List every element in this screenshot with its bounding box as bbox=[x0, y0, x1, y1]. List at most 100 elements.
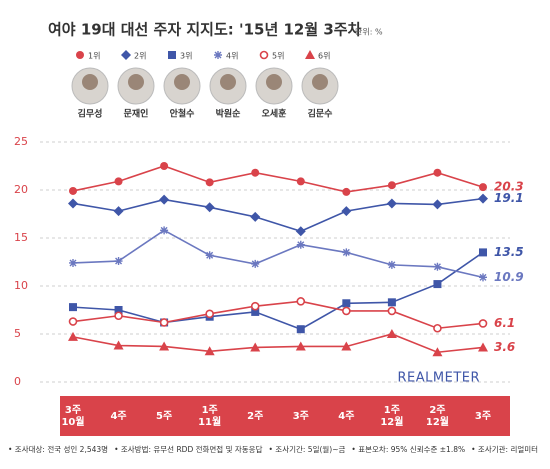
marker bbox=[433, 262, 442, 271]
legend-label: 5위 bbox=[272, 52, 284, 61]
marker bbox=[432, 199, 443, 210]
marker bbox=[214, 51, 222, 59]
legend-label: 6위 bbox=[318, 52, 330, 61]
x-tick-label: 2주 bbox=[247, 410, 263, 422]
marker bbox=[305, 50, 315, 59]
legend-label: 1위 bbox=[88, 52, 100, 61]
chart-title: 여야 19대 대선 주자 지지도: '15년 12월 3주차 bbox=[48, 21, 362, 39]
value-label: 13.5 bbox=[494, 245, 524, 259]
x-tick-label: 4주 bbox=[338, 410, 354, 422]
footnote: • 조사기간: 5일(월)~금 bbox=[268, 444, 345, 454]
marker bbox=[251, 307, 260, 316]
x-tick-label: 1주 11월 bbox=[198, 404, 221, 428]
value-label: 3.6 bbox=[494, 340, 515, 354]
candidate-name: 김무성 bbox=[78, 108, 103, 120]
series-line bbox=[72, 300, 484, 330]
x-axis-band bbox=[60, 396, 510, 436]
series bbox=[68, 297, 488, 333]
marker bbox=[159, 341, 170, 351]
series-line bbox=[72, 251, 484, 331]
y-tick-label: 5 bbox=[14, 327, 21, 340]
footnote: • 조사대상: 전국 성인 2,543명 bbox=[8, 444, 108, 454]
marker bbox=[295, 341, 306, 351]
marker bbox=[296, 240, 305, 249]
marker bbox=[432, 347, 443, 357]
marker bbox=[168, 51, 176, 59]
marker bbox=[69, 258, 77, 267]
x-tick-label: 5주 bbox=[156, 410, 172, 422]
marker bbox=[114, 257, 123, 266]
value-label: 6.1 bbox=[494, 316, 515, 330]
candidate-name: 박원순 bbox=[216, 108, 241, 120]
marker bbox=[250, 342, 261, 352]
candidate-name: 오세훈 bbox=[262, 108, 287, 120]
footnote: • 표본오차: 95% 신뢰수준 ±1.8% bbox=[351, 445, 465, 454]
candidate-name: 문재인 bbox=[124, 108, 149, 120]
marker bbox=[342, 248, 351, 257]
marker bbox=[204, 202, 215, 213]
marker bbox=[251, 259, 260, 268]
marker bbox=[68, 198, 78, 209]
marker bbox=[205, 178, 214, 187]
marker bbox=[159, 318, 169, 327]
marker bbox=[69, 186, 77, 195]
series bbox=[68, 329, 488, 357]
marker bbox=[205, 251, 214, 260]
marker bbox=[342, 299, 351, 308]
marker bbox=[160, 226, 169, 235]
marker bbox=[121, 50, 131, 60]
marker bbox=[342, 306, 351, 316]
marker bbox=[113, 206, 124, 217]
marker bbox=[251, 168, 260, 177]
marker bbox=[479, 183, 487, 192]
series bbox=[69, 226, 487, 282]
marker bbox=[160, 162, 169, 170]
marker bbox=[69, 303, 77, 312]
marker bbox=[386, 329, 397, 338]
series bbox=[69, 248, 487, 334]
x-tick-label: 3주 bbox=[475, 410, 491, 422]
marker bbox=[387, 181, 396, 190]
marker bbox=[250, 301, 260, 311]
series bbox=[69, 162, 487, 196]
candidate-name: 김문수 bbox=[308, 108, 333, 120]
marker bbox=[478, 193, 488, 204]
x-tick-label: 3주 10월 bbox=[61, 404, 84, 428]
x-tick-label: 4주 bbox=[110, 410, 126, 422]
marker bbox=[205, 309, 214, 319]
marker bbox=[433, 280, 442, 289]
x-tick-label: 2주 12월 bbox=[426, 404, 449, 428]
marker bbox=[296, 297, 306, 306]
marker bbox=[296, 325, 305, 334]
legend-label: 4위 bbox=[226, 52, 238, 61]
marker bbox=[479, 273, 487, 282]
marker bbox=[479, 248, 487, 257]
candidate-photo-face bbox=[220, 74, 236, 90]
series bbox=[68, 193, 488, 237]
y-tick-label: 0 bbox=[14, 375, 21, 388]
marker bbox=[250, 211, 261, 222]
marker bbox=[342, 187, 351, 196]
marker bbox=[259, 50, 269, 60]
marker bbox=[76, 51, 84, 59]
series-line bbox=[72, 229, 484, 279]
value-label: 19.1 bbox=[494, 191, 524, 205]
marker bbox=[478, 342, 488, 352]
value-label: 10.9 bbox=[494, 270, 524, 284]
footnote: • 조사기관: 리얼미터 bbox=[471, 444, 538, 454]
y-tick-label: 15 bbox=[14, 231, 28, 244]
candidate-photo-face bbox=[128, 74, 144, 90]
legend-label: 2위 bbox=[134, 52, 146, 61]
marker bbox=[114, 311, 123, 321]
marker bbox=[68, 331, 78, 341]
candidate-photo-face bbox=[82, 74, 98, 90]
value-label: 20.3 bbox=[494, 180, 524, 194]
y-tick-label: 20 bbox=[14, 183, 28, 196]
marker bbox=[478, 319, 488, 328]
legend-label: 3위 bbox=[180, 52, 192, 61]
marker bbox=[114, 177, 123, 186]
x-tick-label: 1주 12월 bbox=[380, 404, 403, 428]
marker bbox=[433, 323, 442, 333]
marker bbox=[386, 198, 397, 209]
